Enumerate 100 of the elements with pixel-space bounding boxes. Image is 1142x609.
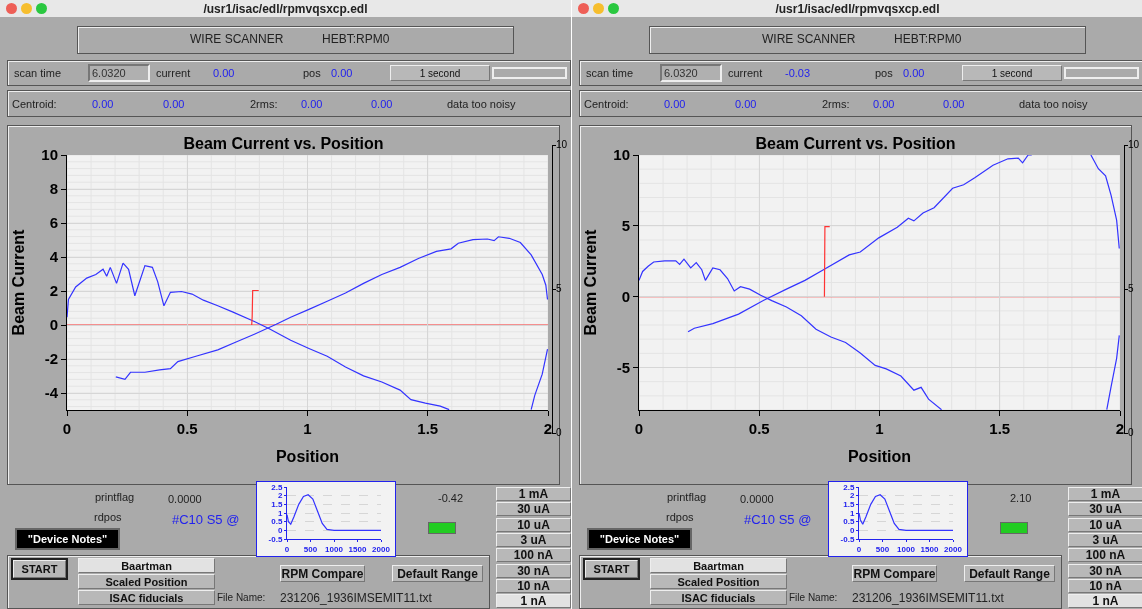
x-tick-label: 2000 <box>944 544 963 554</box>
x-tick-label: 2 <box>543 420 553 437</box>
y-tick-label: -2 <box>44 350 58 368</box>
button: 3 uA <box>1068 532 1142 547</box>
text: 0.00 <box>943 98 965 110</box>
x-tick-label: 0 <box>62 420 72 437</box>
button: ISAC fiducials <box>78 590 215 605</box>
button: 3 uA <box>496 532 571 547</box>
x-tick-label: 0.5 <box>748 420 770 437</box>
x-axis-title: Position <box>275 447 340 465</box>
y-tick-label: 4 <box>49 248 59 266</box>
y-tick-label: 10 <box>613 146 630 164</box>
line-series <box>530 348 548 410</box>
button: RPM Compare <box>852 565 937 582</box>
x-tick-label: 0 <box>856 544 862 554</box>
button: 1 mA <box>1068 487 1142 501</box>
text: 10 <box>1128 139 1140 150</box>
text: rdpos <box>666 511 694 523</box>
text: printflag <box>667 491 707 503</box>
text: -0.03 <box>785 67 811 79</box>
y-tick-label: 10 <box>41 146 58 164</box>
button: 10 uA <box>496 517 571 532</box>
text: 5 <box>556 283 562 294</box>
text: 0.0000 <box>168 493 202 505</box>
text: 0.00 <box>735 98 757 110</box>
button: "Device Notes" <box>15 528 120 550</box>
x-tick-label: 1000 <box>897 544 916 554</box>
text: 0.00 <box>873 98 895 110</box>
text: 0.0000 <box>740 493 774 505</box>
y-tick-label: 2.5 <box>271 482 283 492</box>
text: rdpos <box>94 511 122 523</box>
x-tick-label: 1 <box>303 420 312 437</box>
y-tick-label: 2.5 <box>843 482 855 492</box>
text: current <box>728 67 763 79</box>
button: Default Range <box>392 565 483 582</box>
y-tick-label: 0 <box>621 287 630 305</box>
line-series <box>287 494 381 531</box>
y-tick-label: 2 <box>277 491 283 501</box>
y-tick-label: 1.5 <box>843 500 855 510</box>
button: START <box>13 560 66 578</box>
line-series <box>1106 334 1120 410</box>
text: 0.00 <box>331 67 353 79</box>
x-axis-title: Position <box>847 447 912 465</box>
button: 30 nA <box>496 563 571 578</box>
x-tick-label: 2 <box>1115 420 1125 437</box>
text: File Name: <box>789 592 838 603</box>
button: 1 mA <box>496 487 571 501</box>
text: data too noisy <box>447 98 516 110</box>
text: HEBT:RPM0 <box>894 32 962 46</box>
y-tick-label: 0 <box>49 316 58 334</box>
x-tick-label: 0.5 <box>176 420 198 437</box>
button: Scaled Position <box>78 574 215 589</box>
y-tick-label: 0 <box>849 526 855 536</box>
text: scan time <box>586 67 634 79</box>
chart-title: Beam Current vs. Position <box>755 134 956 152</box>
text: 2.10 <box>1010 492 1032 504</box>
button: RPM Compare <box>280 565 365 582</box>
x-tick-label: 1500 <box>920 544 939 554</box>
text: 10 <box>556 139 568 150</box>
y-tick-label: -4 <box>44 384 59 402</box>
button: 100 nA <box>496 548 571 563</box>
text: 231206_1936IMSEMIT11.txt <box>280 591 432 605</box>
button: 10 nA <box>1068 578 1142 593</box>
text: WIRE SCANNER <box>762 32 856 46</box>
text: 0.00 <box>213 67 235 79</box>
dropdown-menu: 1 second <box>390 65 490 81</box>
y-tick-label: 1.5 <box>271 500 283 510</box>
button: ISAC fiducials <box>650 590 787 605</box>
button: Scaled Position <box>650 574 787 589</box>
x-tick-label: 1.5 <box>989 420 1011 437</box>
x-tick-label: 1500 <box>348 544 367 554</box>
x-tick-label: 0 <box>284 544 290 554</box>
y-tick-label: 2 <box>849 491 855 501</box>
x-tick-label: 2000 <box>372 544 391 554</box>
button: Baartman <box>650 558 787 573</box>
text: File Name: <box>217 592 266 603</box>
text: Centroid: <box>12 98 57 110</box>
button: START <box>585 560 638 578</box>
line-series <box>859 494 953 531</box>
x-tick-label: 1.5 <box>417 420 439 437</box>
button: Baartman <box>78 558 215 573</box>
text: 0.00 <box>903 67 925 79</box>
y-tick-label: -0.5 <box>840 534 855 544</box>
x-tick-label: 0 <box>634 420 644 437</box>
text: /usr1/isac/edl/rpmvqsxcp.edl <box>572 0 1142 17</box>
button: "Device Notes" <box>587 528 692 550</box>
dropdown-menu: 1 second <box>962 65 1062 81</box>
text: HEBT:RPM0 <box>322 32 390 46</box>
text: 0.00 <box>664 98 686 110</box>
text: 0.00 <box>371 98 393 110</box>
y-tick-label: 0 <box>277 526 283 536</box>
y-tick-label: 1 <box>277 508 283 518</box>
button: 1 nA <box>1068 594 1142 609</box>
text: 0.00 <box>92 98 114 110</box>
x-tick-label: 500 <box>875 544 890 554</box>
text: #C10 S5 @ <box>172 512 240 527</box>
text: /usr1/isac/edl/rpmvqsxcp.edl <box>0 0 571 17</box>
y-tick-label: 0.5 <box>843 517 855 527</box>
x-tick-label: 500 <box>303 544 318 554</box>
button: 1 nA <box>496 594 571 609</box>
